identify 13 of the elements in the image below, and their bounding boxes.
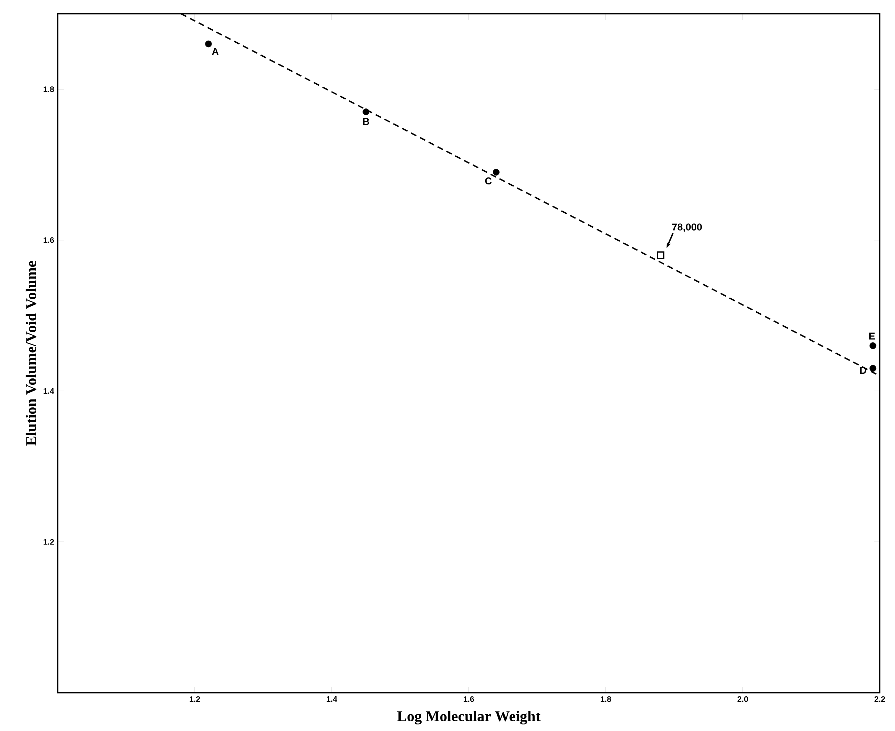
point (205, 40, 212, 48)
annotation: C (485, 178, 492, 185)
annotation: E (870, 332, 876, 340)
annotation: A (212, 48, 219, 56)
point (493, 169, 500, 176)
annotation: B (363, 118, 370, 126)
point (362, 108, 370, 116)
point (870, 365, 877, 372)
annotation: 78,000 (672, 224, 702, 232)
y-axis-title: Elution Volume/Void Volume (26, 261, 37, 446)
point (657, 252, 665, 260)
point (870, 342, 877, 350)
x-axis-title: Log Molecular Weight (397, 711, 541, 725)
